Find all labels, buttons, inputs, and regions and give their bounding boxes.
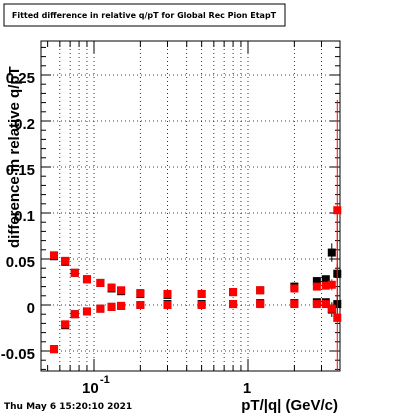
data-point: [61, 256, 70, 265]
y-tick-labels: -0.05 0 0.05 0.1 0.15 0.2 0.25: [1, 70, 35, 363]
data-point: [107, 302, 116, 311]
data-point: [117, 286, 126, 295]
data-point: [70, 310, 79, 319]
timestamp: Thu May 6 15:20:10 2021: [4, 402, 132, 412]
data-point: [327, 248, 336, 257]
data-point: [163, 289, 172, 298]
data-point: [229, 300, 238, 309]
data-point: [82, 307, 91, 316]
data-point: [312, 277, 321, 286]
data-point: [197, 301, 206, 309]
data-point: [50, 345, 59, 354]
data-point: [50, 251, 59, 260]
data-point: [82, 275, 91, 284]
y-axis-title: difference in relative q/pT: [6, 66, 23, 248]
data-point: [163, 301, 172, 309]
data-point: [107, 283, 116, 292]
plot-frame: [40, 40, 341, 372]
data-point: [136, 301, 145, 309]
data-point: [96, 278, 105, 287]
data-point: [321, 275, 330, 284]
data-point: [256, 286, 265, 295]
data-point: [117, 301, 126, 310]
data-point: [290, 300, 299, 309]
data-point: [327, 280, 336, 289]
y-tick-label: 0: [27, 300, 35, 317]
data-point: [61, 320, 70, 329]
y-tick-label: -0.05: [1, 346, 35, 363]
y-tick-label: 0.25: [6, 70, 35, 87]
x-tick-labels: 10 -1 1: [82, 374, 251, 397]
data-point: [327, 304, 336, 313]
data-point: [70, 268, 79, 277]
data-point: [321, 281, 330, 290]
chart-title: Fitted difference in relative q/pT for G…: [12, 11, 277, 20]
data-point: [312, 300, 321, 309]
y-tick-label: 0.15: [6, 162, 35, 179]
title-box: Fitted difference in relative q/pT for G…: [3, 3, 286, 27]
axis-ticks: [41, 41, 340, 371]
y-tick-label: 0.2: [14, 116, 35, 133]
grid: [41, 41, 340, 371]
y-tick-label: 0.05: [6, 254, 35, 271]
data-point: [333, 313, 342, 322]
data-point: [96, 304, 105, 313]
y-tick-label: 0.1: [14, 208, 35, 225]
data-point: [256, 300, 265, 309]
data-point: [229, 288, 238, 297]
data-point: [290, 284, 299, 293]
data-series: [50, 99, 342, 371]
series-1: [50, 99, 342, 321]
data-point: [321, 300, 330, 309]
x-axis-title: pT/|q| (GeV/c): [241, 397, 338, 414]
series-3: [50, 207, 342, 371]
x-tick-label-exponent: -1: [100, 374, 110, 386]
x-tick-label: 10: [82, 380, 99, 397]
x-tick-label: 1: [243, 380, 251, 397]
data-point: [136, 289, 145, 298]
data-point: [197, 289, 206, 298]
data-point: [312, 282, 321, 291]
